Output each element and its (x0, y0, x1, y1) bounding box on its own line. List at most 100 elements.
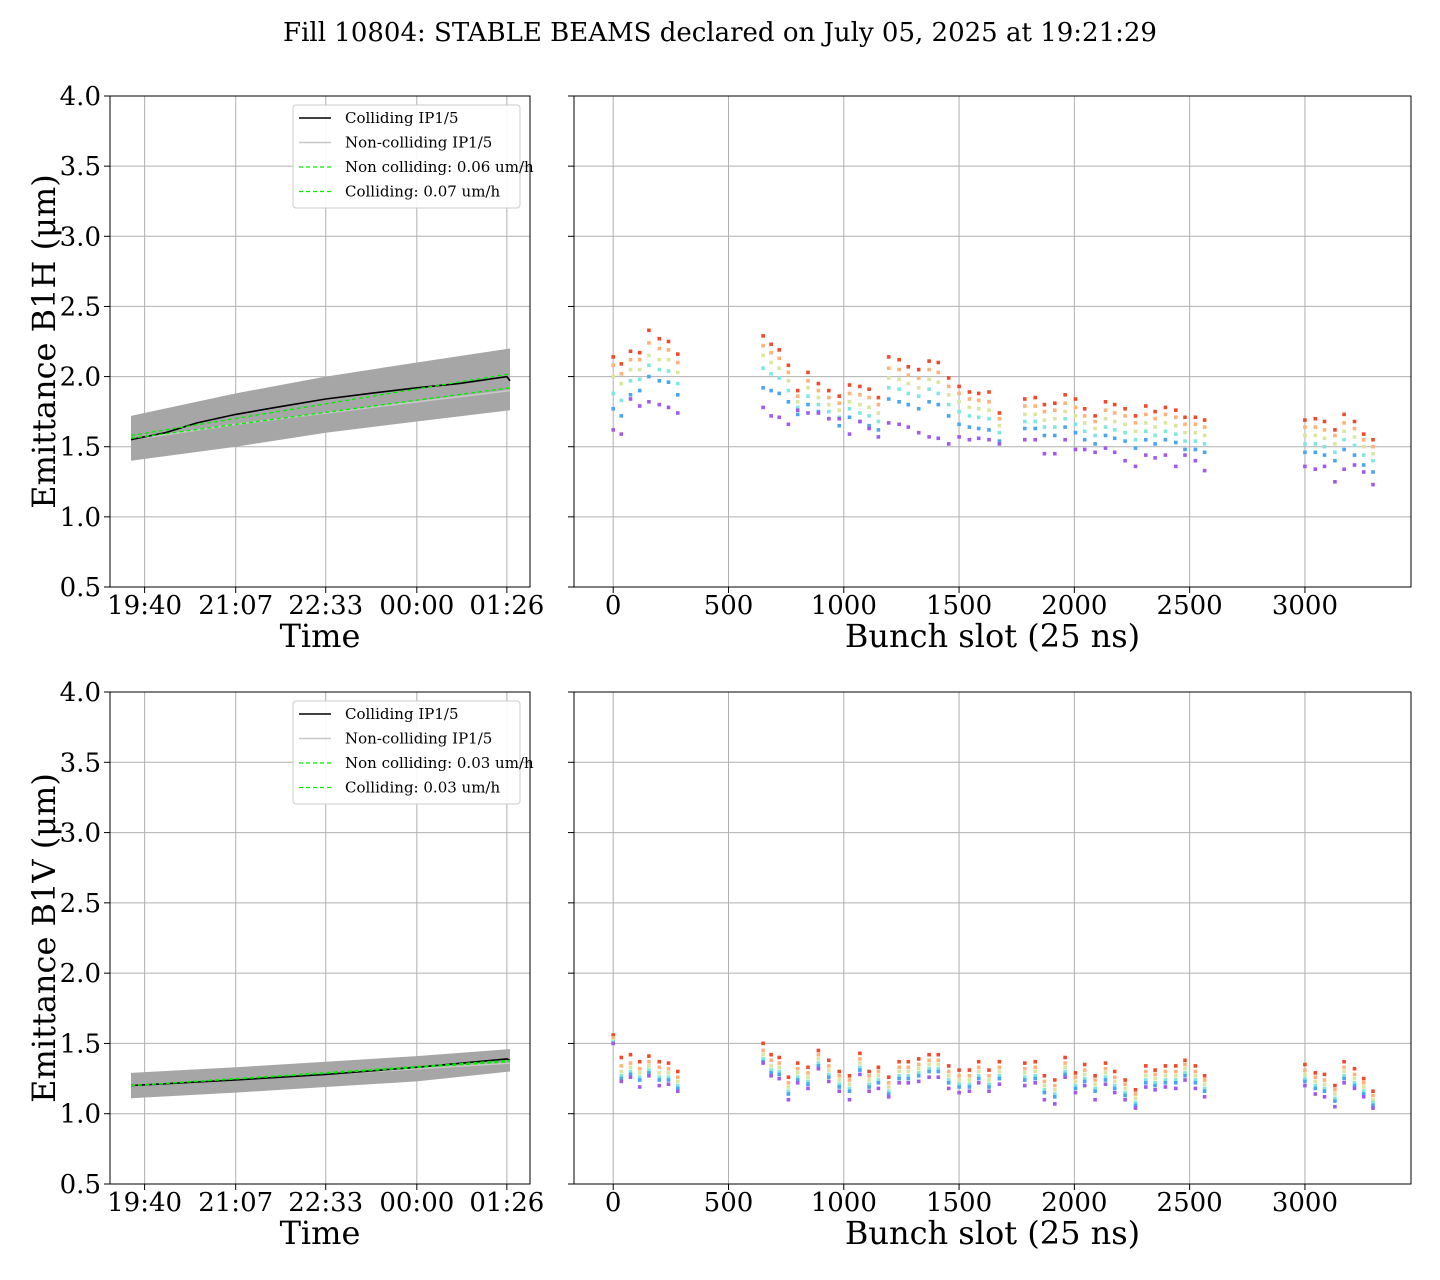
panel-4-point (1153, 1083, 1157, 1088)
panel-2-point (1073, 414, 1078, 418)
panel-2-point (1053, 451, 1057, 456)
panel-4-point (657, 1065, 662, 1070)
panel-2-point (1193, 439, 1198, 443)
panel-4-point (987, 1068, 991, 1072)
panel-4-point (777, 1055, 781, 1060)
panel-4-point (976, 1076, 981, 1081)
panel-4-point (777, 1061, 781, 1065)
panel-2-point (1053, 401, 1057, 405)
panel-2-point (976, 415, 981, 420)
panel-4-point (936, 1075, 941, 1079)
panel-2-point (927, 400, 931, 404)
panel-4-point (1093, 1082, 1097, 1086)
panel-4-point (1153, 1076, 1157, 1081)
panel-2-point (897, 387, 901, 391)
panel-2-point (1333, 480, 1337, 484)
panel-3-legend-label-4: Colliding: 0.03 um/h (345, 779, 500, 797)
panel-2-point (1371, 470, 1375, 474)
panel-4-point (976, 1074, 981, 1078)
panel-2-point (1123, 422, 1127, 427)
panel-4-point (1093, 1086, 1097, 1091)
panel-4-point (777, 1069, 781, 1074)
panel-4-point (1133, 1088, 1138, 1092)
panel-4-point (967, 1089, 972, 1093)
panel-2-point (1352, 435, 1357, 439)
panel-4-point (1112, 1079, 1117, 1084)
panel-2-point (1193, 430, 1198, 435)
panel-4-point (858, 1061, 862, 1065)
panel-2-point (1361, 444, 1366, 449)
panel-4-point (936, 1066, 941, 1071)
panel-4-point (916, 1071, 921, 1075)
panel-1-series-4 (130, 373, 511, 437)
panel-4-xtick-label: 2500 (1157, 1188, 1223, 1218)
panel-4-point (1303, 1072, 1307, 1077)
panel-4-point (967, 1078, 972, 1082)
panel-4-point (1073, 1083, 1078, 1088)
panel-4-point (867, 1078, 871, 1082)
panel-2-point (886, 355, 891, 359)
panel-2-point (816, 381, 821, 386)
panel-1-xtick-label: 22:33 (288, 591, 363, 621)
panel-1-frame (109, 95, 531, 588)
panel-2-point (997, 430, 1002, 435)
panel-2-point (987, 408, 991, 412)
panel-4-point (946, 1078, 951, 1082)
panel-2-point (657, 402, 662, 407)
panel-4-point (777, 1076, 781, 1081)
panel-4-point (1163, 1085, 1168, 1089)
panel-2-point (1063, 437, 1067, 442)
panel-4-point (816, 1066, 821, 1071)
panel-4-point (1112, 1069, 1117, 1074)
panel-2-point (611, 428, 615, 432)
panel-2-point (666, 380, 671, 384)
panel-4-point (906, 1065, 911, 1070)
panel-4-point (1352, 1081, 1357, 1085)
panel-2-point (795, 388, 800, 393)
panel-2-point (1322, 419, 1327, 424)
panel-4-point (647, 1064, 651, 1068)
panel-2-point (997, 442, 1002, 446)
panel-4-xtick-label: 1000 (811, 1188, 877, 1218)
panel-2-point (1174, 432, 1178, 436)
panel-2-point (876, 411, 881, 415)
panel-2-point (1361, 463, 1366, 467)
panel-4-point (611, 1036, 615, 1040)
panel-4-point (1361, 1076, 1366, 1081)
panel-4-point (1183, 1062, 1187, 1067)
panel-4-point (1023, 1066, 1027, 1071)
panel-2-point (897, 367, 901, 372)
panel-1-ytick-label: 0.5 (60, 573, 101, 603)
panel-2-point (676, 393, 680, 397)
panel-4-point (946, 1064, 951, 1068)
panel-4-point (987, 1085, 991, 1089)
panel-2-point (946, 442, 951, 446)
panel-2-point (1333, 442, 1337, 446)
panel-3-ylabel: Emittance B1V (μm) (25, 773, 63, 1103)
panel-2-point (1163, 412, 1168, 417)
panel-2-point (786, 370, 791, 375)
panel-2-point (611, 355, 615, 359)
panel-2-point (619, 398, 624, 403)
panel-2-point (1144, 453, 1148, 457)
panel-2-point (777, 348, 781, 352)
panel-2-point (1163, 453, 1168, 457)
panel-4-point (657, 1075, 662, 1079)
panel-4-point (1153, 1088, 1157, 1092)
panel-2-point (987, 437, 991, 442)
panel-2-point (786, 388, 791, 393)
panel-4-point (657, 1071, 662, 1075)
panel-2-point (976, 391, 981, 396)
panel-4-point (611, 1041, 615, 1046)
panel-4-point (827, 1064, 831, 1068)
panel-2-point (827, 388, 831, 393)
panel-4-point (897, 1081, 901, 1085)
panel-2-point (967, 414, 972, 418)
panel-2-point (867, 414, 871, 418)
panel-2-point (1112, 419, 1117, 424)
panel-2-point (1103, 446, 1108, 450)
panel-4-point (628, 1072, 633, 1077)
panel-4-point (1103, 1066, 1108, 1071)
panel-2-point (867, 405, 871, 410)
panel-4-point (619, 1069, 624, 1074)
